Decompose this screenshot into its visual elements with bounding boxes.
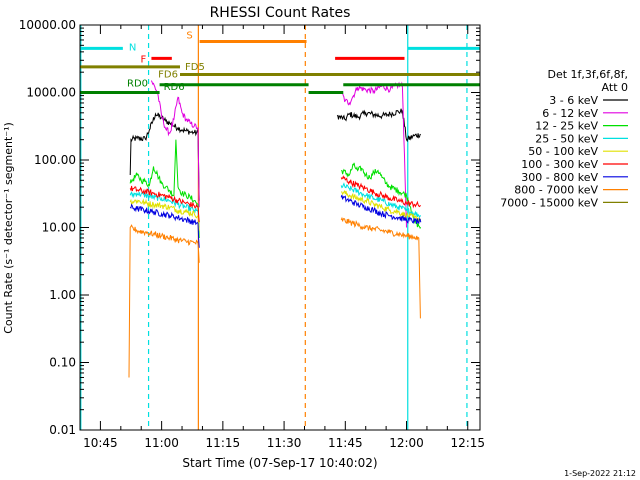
legend-label-5: 100 - 300 keV [521,158,598,171]
series-5-segment-1 [340,175,421,209]
series-0-segment-0 [129,112,200,201]
legend-label-2: 12 - 25 keV [535,120,598,133]
series-3-segment-0 [129,191,200,228]
series-3-segment-1 [340,182,422,219]
chart-title: RHESSI Count Rates [210,5,351,21]
legend-label-1: 6 - 12 keV [542,107,598,120]
series-5 [129,175,421,223]
flag-label-6: FD6 [158,69,178,80]
flag-bars: N S F FD5 FD6 RD0 RD6 [80,30,480,94]
x-tick-label-1: 11:00 [144,436,179,450]
y-tick-labels: 0.01 0.10 1.00 10.00 100.00 1000.00 10000.00 [19,18,76,437]
series-0 [129,108,421,201]
x-tick-label-6: 12:15 [450,436,485,450]
series-6-segment-0 [129,203,200,248]
series-1-segment-0 [150,80,200,208]
legend-label-6: 300 - 800 keV [521,171,598,184]
x-tick-labels: 10:45 11:00 11:15 11:30 11:45 12:00 12:15 [83,436,485,450]
flag-label-8: RD6 [164,82,185,93]
legend-label-8: 7000 - 15000 keV [500,196,598,209]
data-series [128,80,422,378]
series-6-segment-1 [340,194,422,225]
flag-label-3: F [141,54,147,65]
x-tick-label-4: 11:45 [328,436,363,450]
footer-timestamp: 1-Sep-2022 21:12 [564,469,636,478]
y-tick-label-3: 10.00 [42,221,76,235]
series-3 [129,182,422,228]
y-tick-label-5: 1000.00 [26,86,76,100]
series-2 [129,139,422,239]
x-tick-label-0: 10:45 [83,436,118,450]
x-tick-label-5: 12:00 [389,436,424,450]
x-tick-label-3: 11:30 [267,436,302,450]
y-tick-label-2: 1.00 [49,288,76,302]
flag-label-7: RD0 [127,79,148,90]
legend-label-0: 3 - 6 keV [549,94,598,107]
flag-label-5: FD5 [185,62,205,73]
series-6 [129,194,422,248]
y-tick-label-4: 100.00 [34,153,76,167]
flag-label-2: S [186,30,192,41]
series-7-segment-0 [128,224,200,378]
series-5-segment-0 [129,185,200,223]
series-2-segment-0 [129,139,200,239]
legend-label-7: 800 - 7000 keV [514,184,598,197]
series-4-segment-0 [129,198,200,231]
legend-label-4: 50 - 100 keV [528,145,598,158]
y-tick-label-1: 0.10 [49,356,76,370]
axis-ticks [80,24,480,431]
y-axis-label: Count Rate (s⁻¹ detector⁻¹ segment⁻¹) [2,122,15,334]
x-tick-label-2: 11:15 [206,436,241,450]
series-4 [129,189,422,231]
flag-label-0: N [129,42,136,53]
series-0-segment-1 [336,108,421,143]
legend-header-attenuator: Att 0 [602,81,628,94]
y-tick-label-6: 10000.00 [19,18,76,32]
y-tick-label-0: 0.01 [49,423,76,437]
legend-header-detectors: Det 1f,3f,6f,8f, [547,68,628,81]
x-axis-label: Start Time (07-Sep-17 10:40:02) [182,456,377,470]
series-7-segment-1 [340,216,421,319]
series-7 [128,216,421,378]
plot-frame [79,24,481,431]
series-4-segment-1 [340,189,422,223]
legend-label-3: 25 - 50 keV [535,132,598,145]
series-2-segment-1 [341,162,422,229]
